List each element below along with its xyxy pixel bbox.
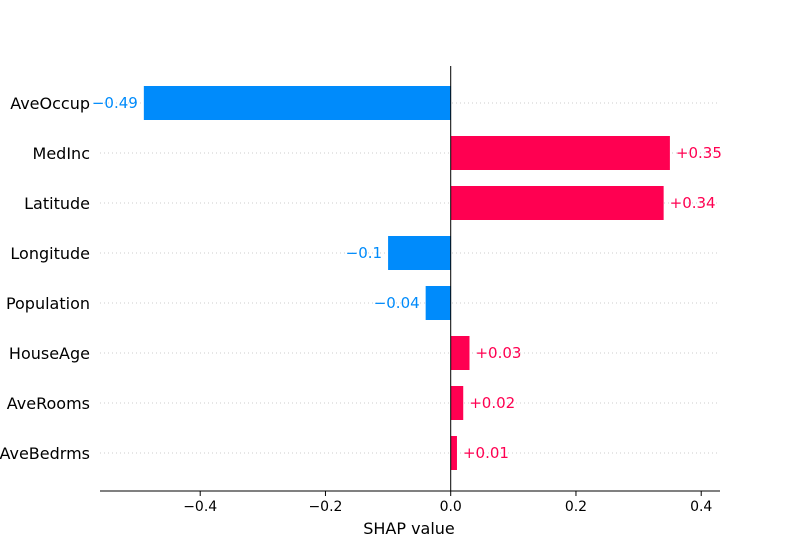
x-tick-label: −0.2 xyxy=(308,499,342,515)
x-tick-label: −0.4 xyxy=(183,499,217,515)
data-label: +0.03 xyxy=(475,344,521,362)
bar-averooms xyxy=(450,386,464,420)
x-axis-label: SHAP value xyxy=(363,519,455,538)
bar-houseage xyxy=(450,336,470,370)
y-tick-label: HouseAge xyxy=(9,344,90,363)
bar-avebedrms xyxy=(450,436,457,470)
bar-longitude xyxy=(388,236,451,270)
y-tick-label: Longitude xyxy=(10,244,90,263)
bar-medinc xyxy=(450,136,670,170)
data-label: +0.35 xyxy=(676,144,722,162)
y-tick-label: MedInc xyxy=(33,144,90,163)
y-tick-label: AveBedrms xyxy=(0,444,90,463)
y-tick-label: AveOccup xyxy=(10,94,90,113)
x-tick-label: 0.0 xyxy=(440,499,462,515)
bar-population xyxy=(425,286,451,320)
bar-latitude xyxy=(450,186,664,220)
x-tick-label: 0.4 xyxy=(690,499,712,515)
data-label: −0.1 xyxy=(346,244,382,262)
data-label: +0.02 xyxy=(469,394,515,412)
bar-aveoccup xyxy=(143,86,451,120)
data-label: +0.34 xyxy=(670,194,716,212)
data-label: −0.04 xyxy=(374,294,420,312)
labels: AveOccup −0.49 MedInc +0.35 Latitude +0.34 Lon… xyxy=(0,94,722,515)
x-tick-label: 0.2 xyxy=(565,499,587,515)
axes xyxy=(100,66,720,496)
y-tick-label: AveRooms xyxy=(7,394,90,413)
y-tick-label: Population xyxy=(6,294,90,313)
y-tick-label: Latitude xyxy=(24,194,90,213)
data-label: +0.01 xyxy=(463,444,509,462)
data-label: −0.49 xyxy=(92,94,138,112)
bars xyxy=(143,86,670,470)
